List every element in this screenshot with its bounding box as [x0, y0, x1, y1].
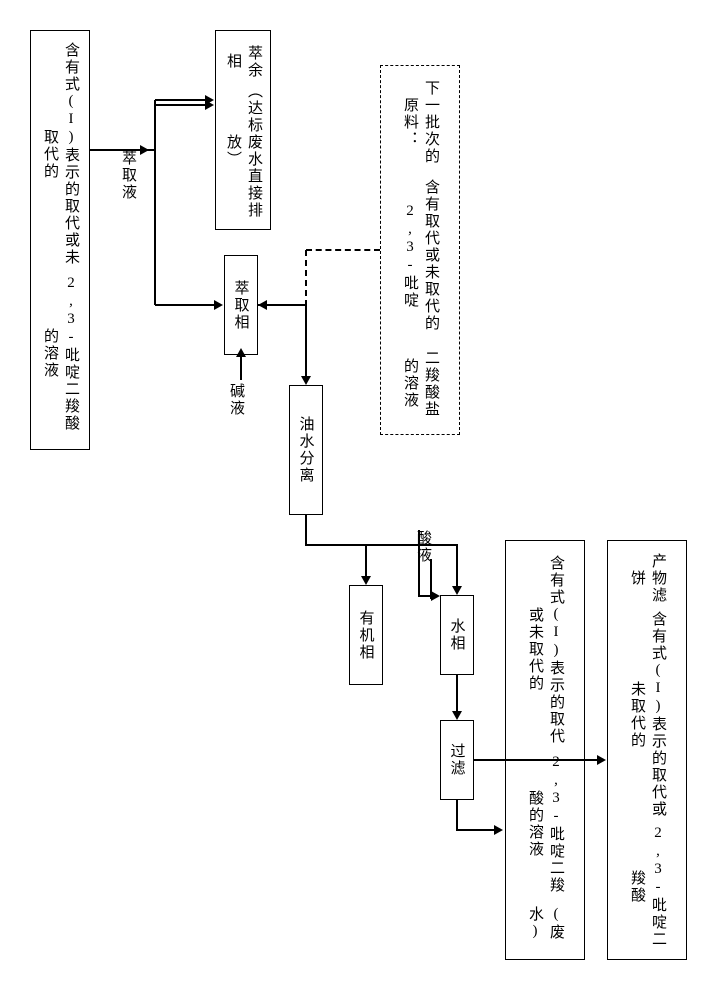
box-product-cake: 产物滤饼 含有式(I)表示的取代或未取代的 2,3-吡啶二羧酸	[607, 540, 687, 960]
line	[154, 105, 156, 305]
line	[305, 515, 307, 545]
box-waste-solution: 含有式(I)表示的取代或未取代的 2,3-吡啶二羧酸的溶液 (废水)	[505, 540, 585, 960]
text: 二羧酸盐的溶液	[399, 343, 441, 424]
box-oil-water-sep: 油水分离	[289, 385, 323, 515]
box-input-solution: 含有式(I)表示的取代或未取代的 2,3-吡啶二羧酸的溶液	[30, 30, 90, 450]
line	[456, 829, 496, 831]
text: 产物滤饼	[626, 551, 668, 605]
text: 含有式(I)表示的取代或未取代的	[626, 605, 668, 824]
text: （达标废水直接排放）	[222, 82, 264, 219]
arrow	[431, 591, 440, 601]
line-dash	[305, 250, 307, 306]
arrow	[205, 100, 214, 110]
box-filter: 过滤	[440, 720, 474, 800]
line	[456, 800, 458, 830]
text: 下一批次的原料：	[399, 76, 441, 168]
text: 2,3-吡啶二羧酸的溶液	[39, 268, 81, 439]
line	[305, 305, 307, 378]
box-next-batch: 下一批次的原料： 含有取代或未取代的2,3-吡啶 二羧酸盐的溶液	[380, 65, 460, 435]
arrow	[494, 825, 503, 835]
arrow	[140, 145, 149, 155]
box-raffinate: 萃余相 （达标废水直接排放）	[215, 30, 271, 230]
arrow	[214, 300, 223, 310]
line	[155, 99, 207, 101]
line-dash	[306, 249, 380, 251]
line	[258, 304, 306, 306]
arrow	[301, 376, 311, 385]
text: 2,3-吡啶二羧酸	[626, 824, 668, 949]
label-extract-liquid: 萃取液	[118, 150, 139, 201]
line	[456, 545, 458, 588]
line	[155, 304, 216, 306]
text: 含有式(I)表示的取代或未取代的	[524, 551, 566, 749]
arrow	[361, 576, 371, 585]
arrow	[452, 711, 462, 720]
arrow	[236, 348, 246, 357]
line	[456, 675, 458, 713]
line	[474, 759, 599, 761]
text: (废水)	[524, 899, 566, 949]
line	[240, 355, 242, 380]
line	[365, 545, 367, 578]
box-water-phase: 水相	[440, 595, 474, 675]
line	[418, 530, 420, 597]
line	[155, 104, 207, 106]
label-alkali: 碱液	[226, 383, 247, 417]
box-organic-phase: 有机相	[349, 585, 383, 685]
text: 含有式(I)表示的取代或未取代的	[39, 41, 81, 268]
arrow	[597, 755, 606, 765]
arrow	[452, 586, 462, 595]
text: 2,3-吡啶二羧酸的溶液	[524, 749, 566, 899]
text: 含有取代或未取代的2,3-吡啶	[399, 168, 441, 343]
line	[305, 544, 458, 546]
text: 萃余相	[222, 41, 264, 82]
box-extract-phase: 萃取相	[224, 255, 258, 355]
